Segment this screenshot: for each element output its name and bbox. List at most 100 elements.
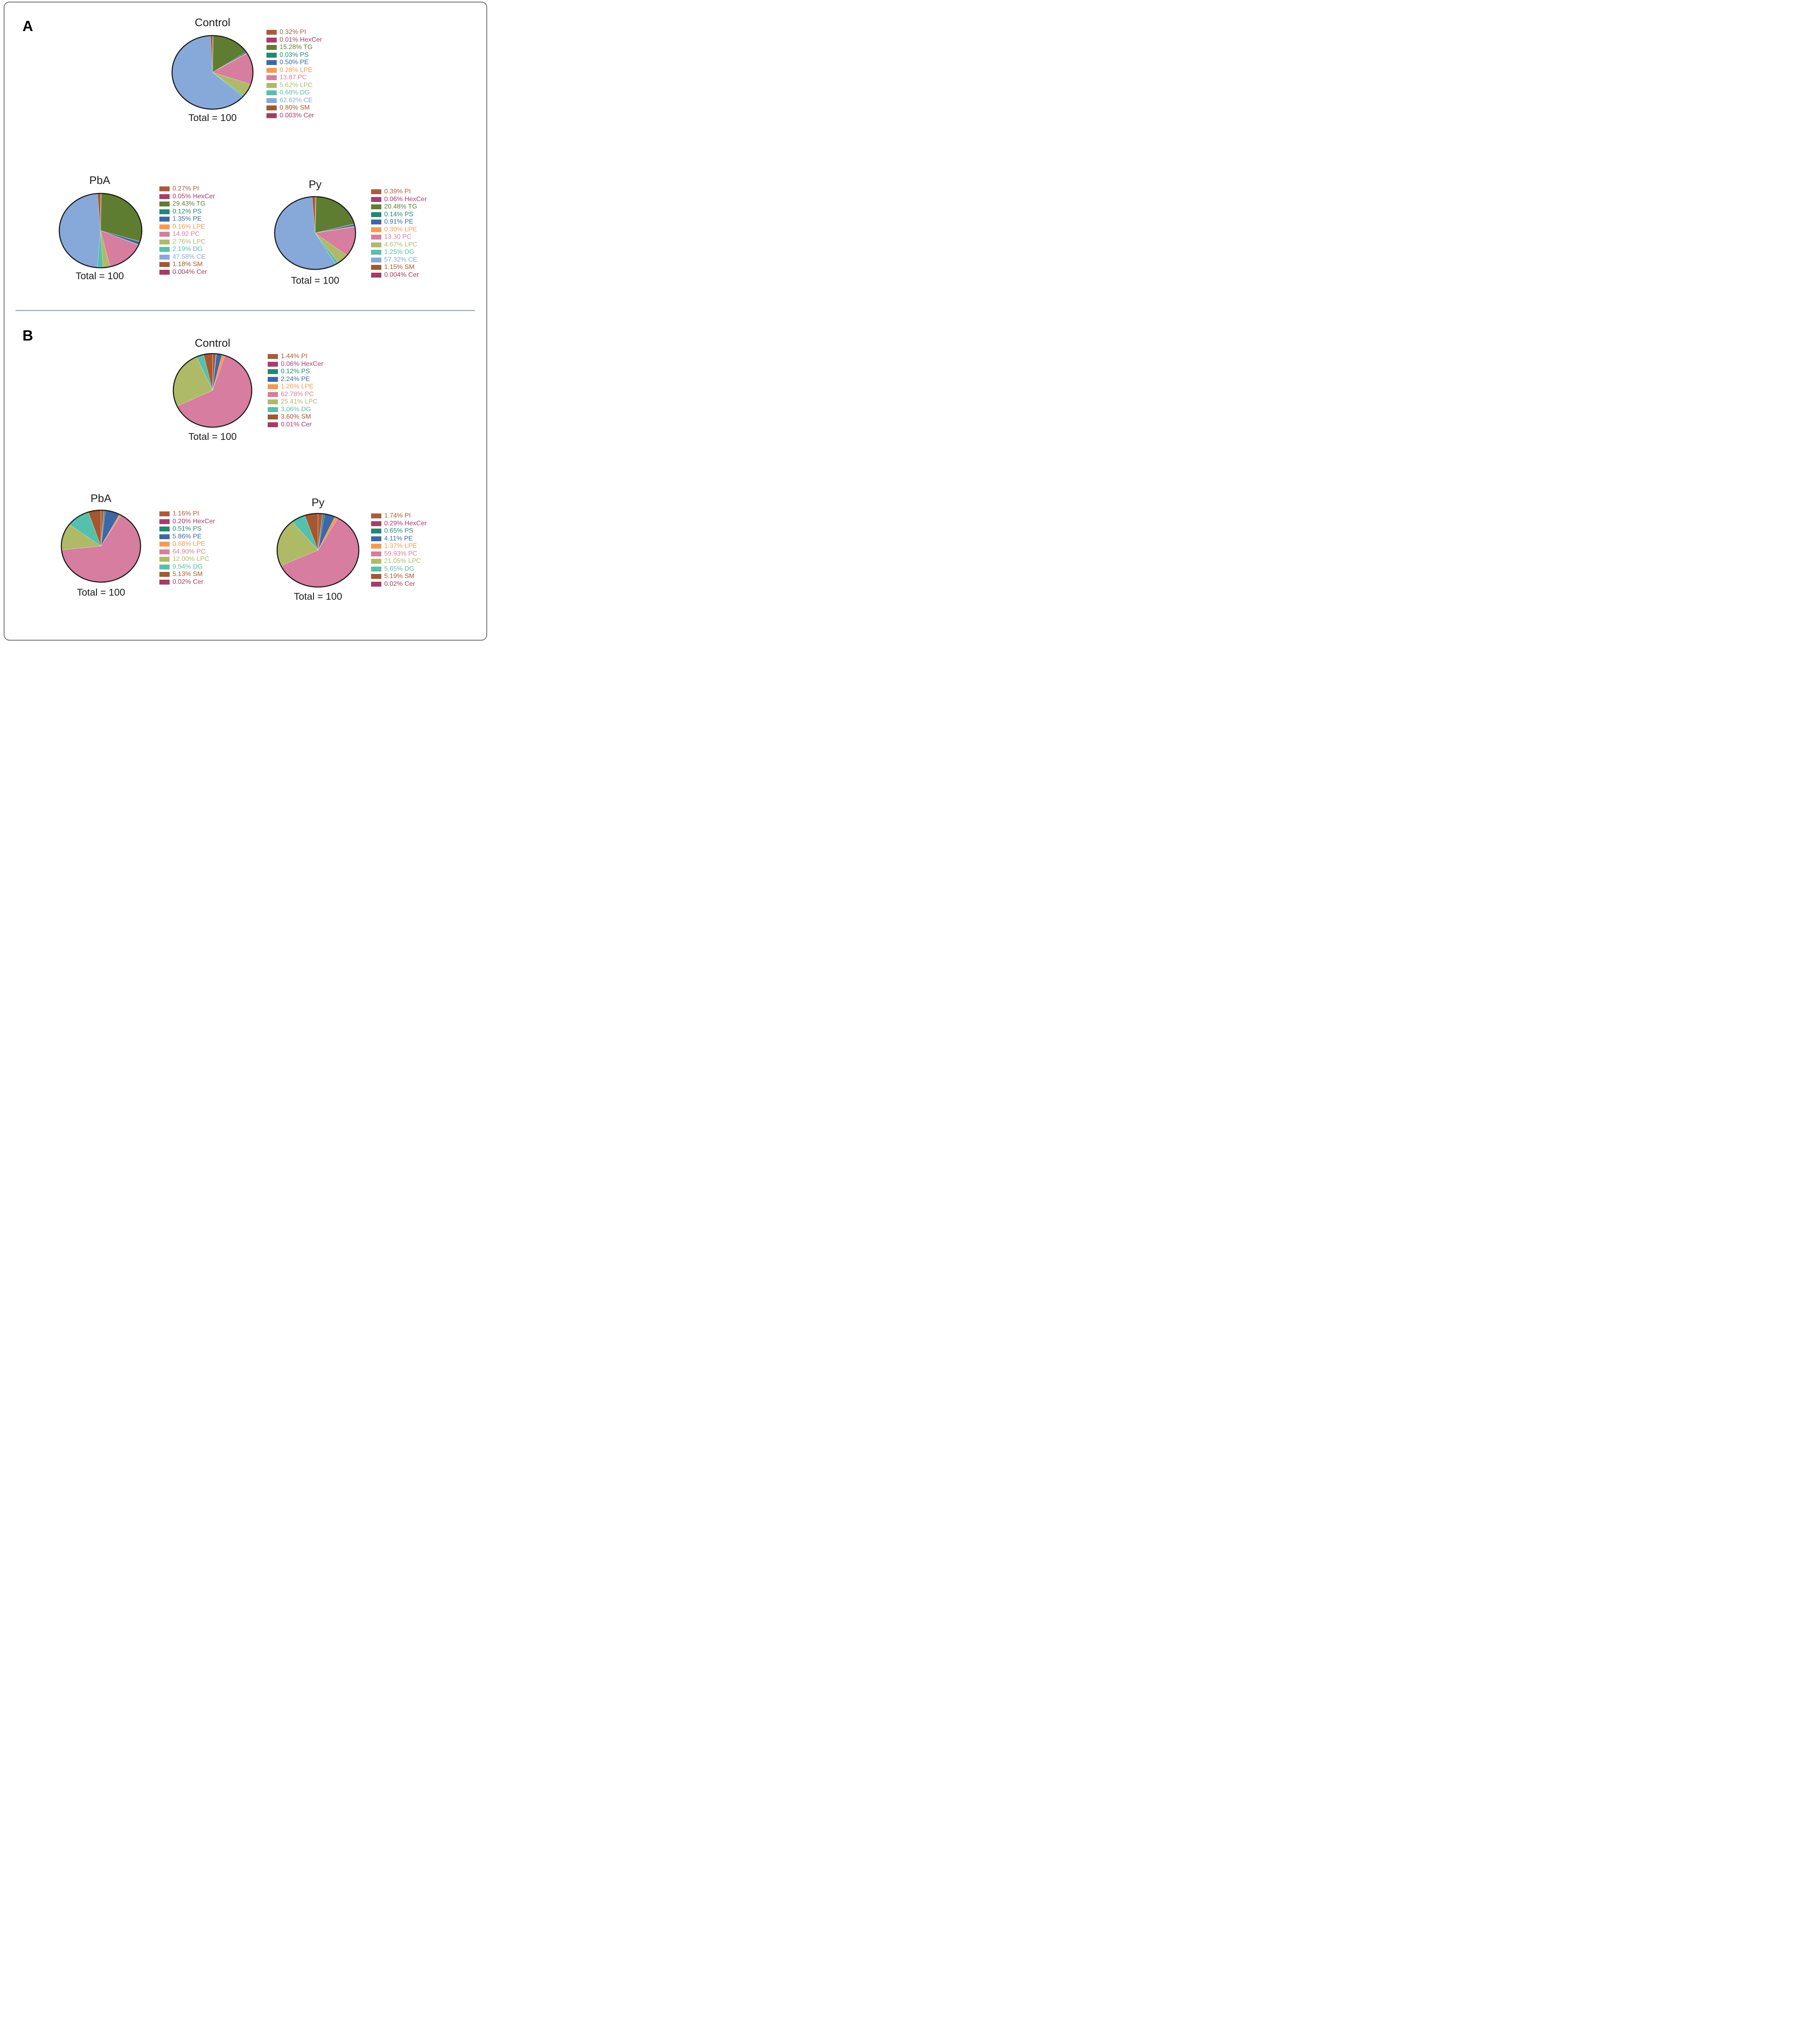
legend-item-pi: 1.16% PI	[159, 510, 215, 518]
legend-color-swatch	[159, 572, 170, 577]
legend-color-swatch	[159, 232, 170, 237]
legend-label: 0.06% HexCer	[384, 195, 427, 203]
pie-chart-a-control	[171, 35, 254, 110]
legend-color-swatch	[159, 194, 170, 199]
legend-item-pi: 1.44% PI	[268, 353, 323, 361]
legend-item-pi: 0.32% PI	[266, 29, 322, 36]
pie-total-b-py: Total = 100	[293, 591, 342, 602]
legend-item-tg: 29.43% TG	[159, 200, 215, 208]
legend-color-swatch	[266, 30, 277, 35]
legend-item-lpc: 25.41% LPC	[268, 398, 323, 406]
legend-item-cer: 0.004% Cer	[371, 271, 427, 279]
legend-color-swatch	[159, 224, 170, 229]
legend-color-swatch	[371, 544, 381, 549]
legend-item-dg: 1.25% DG	[371, 249, 427, 256]
legend-item-ps: 0.14% PS	[371, 211, 427, 219]
legend-label: 20.48% TG	[384, 203, 417, 211]
legend-color-swatch	[159, 202, 170, 207]
legend-color-swatch	[371, 581, 381, 587]
legend-color-swatch	[266, 83, 277, 88]
legend-a-control: 0.32% PI 0.01% HexCer 15.28% TG 0.03% PS 0.5…	[266, 29, 322, 119]
pie-outline	[171, 35, 254, 110]
legend-label: 0.28% LPE	[280, 66, 313, 74]
legend-label: 5.65% DG	[384, 565, 414, 572]
legend-color-swatch	[266, 98, 277, 103]
legend-color-swatch	[266, 67, 277, 73]
legend-item-pi: 0.27% PI	[159, 185, 215, 193]
legend-color-swatch	[268, 377, 278, 382]
legend-color-swatch	[159, 239, 170, 244]
legend-label: 2.19% DG	[172, 246, 203, 253]
legend-label: 0.29% HexCer	[384, 520, 427, 527]
legend-label: 0.12% PS	[281, 368, 310, 375]
legend-color-swatch	[371, 250, 381, 255]
legend-label: 1.15% SM	[384, 264, 414, 271]
panel-divider	[16, 310, 475, 311]
legend-label: 13.87 PC	[280, 74, 307, 81]
legend-label: 0.68% DG	[280, 89, 310, 96]
legend-item-cer: 0.004% Cer	[159, 269, 215, 276]
legend-label: 1.18% SM	[172, 261, 203, 268]
legend-label: 0.30% LPE	[384, 226, 417, 233]
legend-label: 5.13% SM	[172, 571, 203, 578]
legend-color-swatch	[159, 527, 170, 532]
legend-item-pe: 5.86% PE	[159, 533, 215, 541]
legend-item-tg: 15.28% TG	[266, 44, 322, 52]
legend-color-swatch	[159, 511, 170, 517]
legend-item-pi: 1.74% PI	[371, 512, 427, 520]
legend-color-swatch	[371, 529, 381, 534]
legend-item-ce: 57.32% CE	[371, 256, 427, 264]
legend-item-hexcer: 0.06% HexCer	[371, 196, 427, 204]
legend-label: 3.06% DG	[281, 406, 311, 413]
legend-item-lpe: 0.28% LPE	[266, 67, 322, 74]
legend-label: 62.62% CE	[280, 96, 313, 104]
legend-item-hexcer: 0.29% HexCer	[371, 520, 427, 528]
legend-color-swatch	[371, 272, 381, 278]
legend-color-swatch	[371, 220, 381, 225]
legend-color-swatch	[268, 384, 278, 390]
legend-color-swatch	[159, 549, 170, 554]
legend-item-ps: 0.12% PS	[159, 208, 215, 216]
legend-item-ps: 0.65% PS	[371, 527, 427, 535]
legend-color-swatch	[159, 254, 170, 260]
legend-label: 21.05% LPC	[384, 558, 421, 565]
legend-color-swatch	[371, 265, 381, 270]
legend-label: 5.86% PE	[172, 533, 202, 540]
figure-page: A B Control Total = 100 0.32% PI 0.01% He…	[0, 0, 490, 647]
pie-total-b-pba: Total = 100	[76, 587, 125, 598]
legend-label: 2.24% PE	[281, 375, 310, 383]
legend-item-lpc: 5.62% LPC	[266, 82, 322, 90]
legend-color-swatch	[268, 422, 278, 427]
legend-label: 0.68% LPE	[172, 540, 206, 548]
legend-a-py: 0.39% PI 0.06% HexCer 20.48% TG 0.14% PS 0.9…	[371, 188, 427, 279]
legend-color-swatch	[371, 559, 381, 564]
pie-outline	[274, 196, 356, 270]
legend-color-swatch	[159, 579, 170, 585]
legend-item-lpe: 1.26% LPE	[268, 383, 323, 391]
legend-color-swatch	[371, 189, 381, 195]
legend-item-ps: 0.51% PS	[159, 525, 215, 533]
legend-label: 0.50% PE	[280, 59, 309, 66]
legend-b-py: 1.74% PI 0.29% HexCer 0.65% PS 4.11% PE 1.37…	[371, 512, 427, 588]
pie-outline	[58, 193, 143, 269]
legend-label: 62.78% PC	[281, 390, 314, 398]
legend-color-swatch	[266, 90, 277, 96]
legend-label: 9.54% DG	[172, 563, 203, 570]
legend-label: 3.60% SM	[281, 413, 311, 421]
legend-label: 0.65% PS	[384, 527, 414, 535]
legend-item-pc: 59.93% PC	[371, 550, 427, 558]
legend-item-pc: 64.90% PC	[159, 548, 215, 556]
pie-title-b-pba: PbA	[90, 492, 112, 504]
legend-label: 0.51% PS	[172, 525, 202, 533]
legend-label: 14.92 PC	[172, 231, 200, 238]
legend-item-lpc: 12.00% LPC	[159, 556, 215, 563]
legend-color-swatch	[371, 235, 381, 240]
legend-item-sm: 1.15% SM	[371, 264, 427, 271]
legend-b-pba: 1.16% PI 0.20% HexCer 0.51% PS 5.86% PE 0.68…	[159, 510, 215, 586]
legend-color-swatch	[371, 242, 381, 247]
legend-item-dg: 0.68% DG	[266, 89, 322, 97]
legend-color-swatch	[371, 566, 381, 572]
legend-label: 64.90% PC	[172, 548, 206, 555]
legend-color-swatch	[159, 557, 170, 562]
legend-color-swatch	[268, 399, 278, 405]
